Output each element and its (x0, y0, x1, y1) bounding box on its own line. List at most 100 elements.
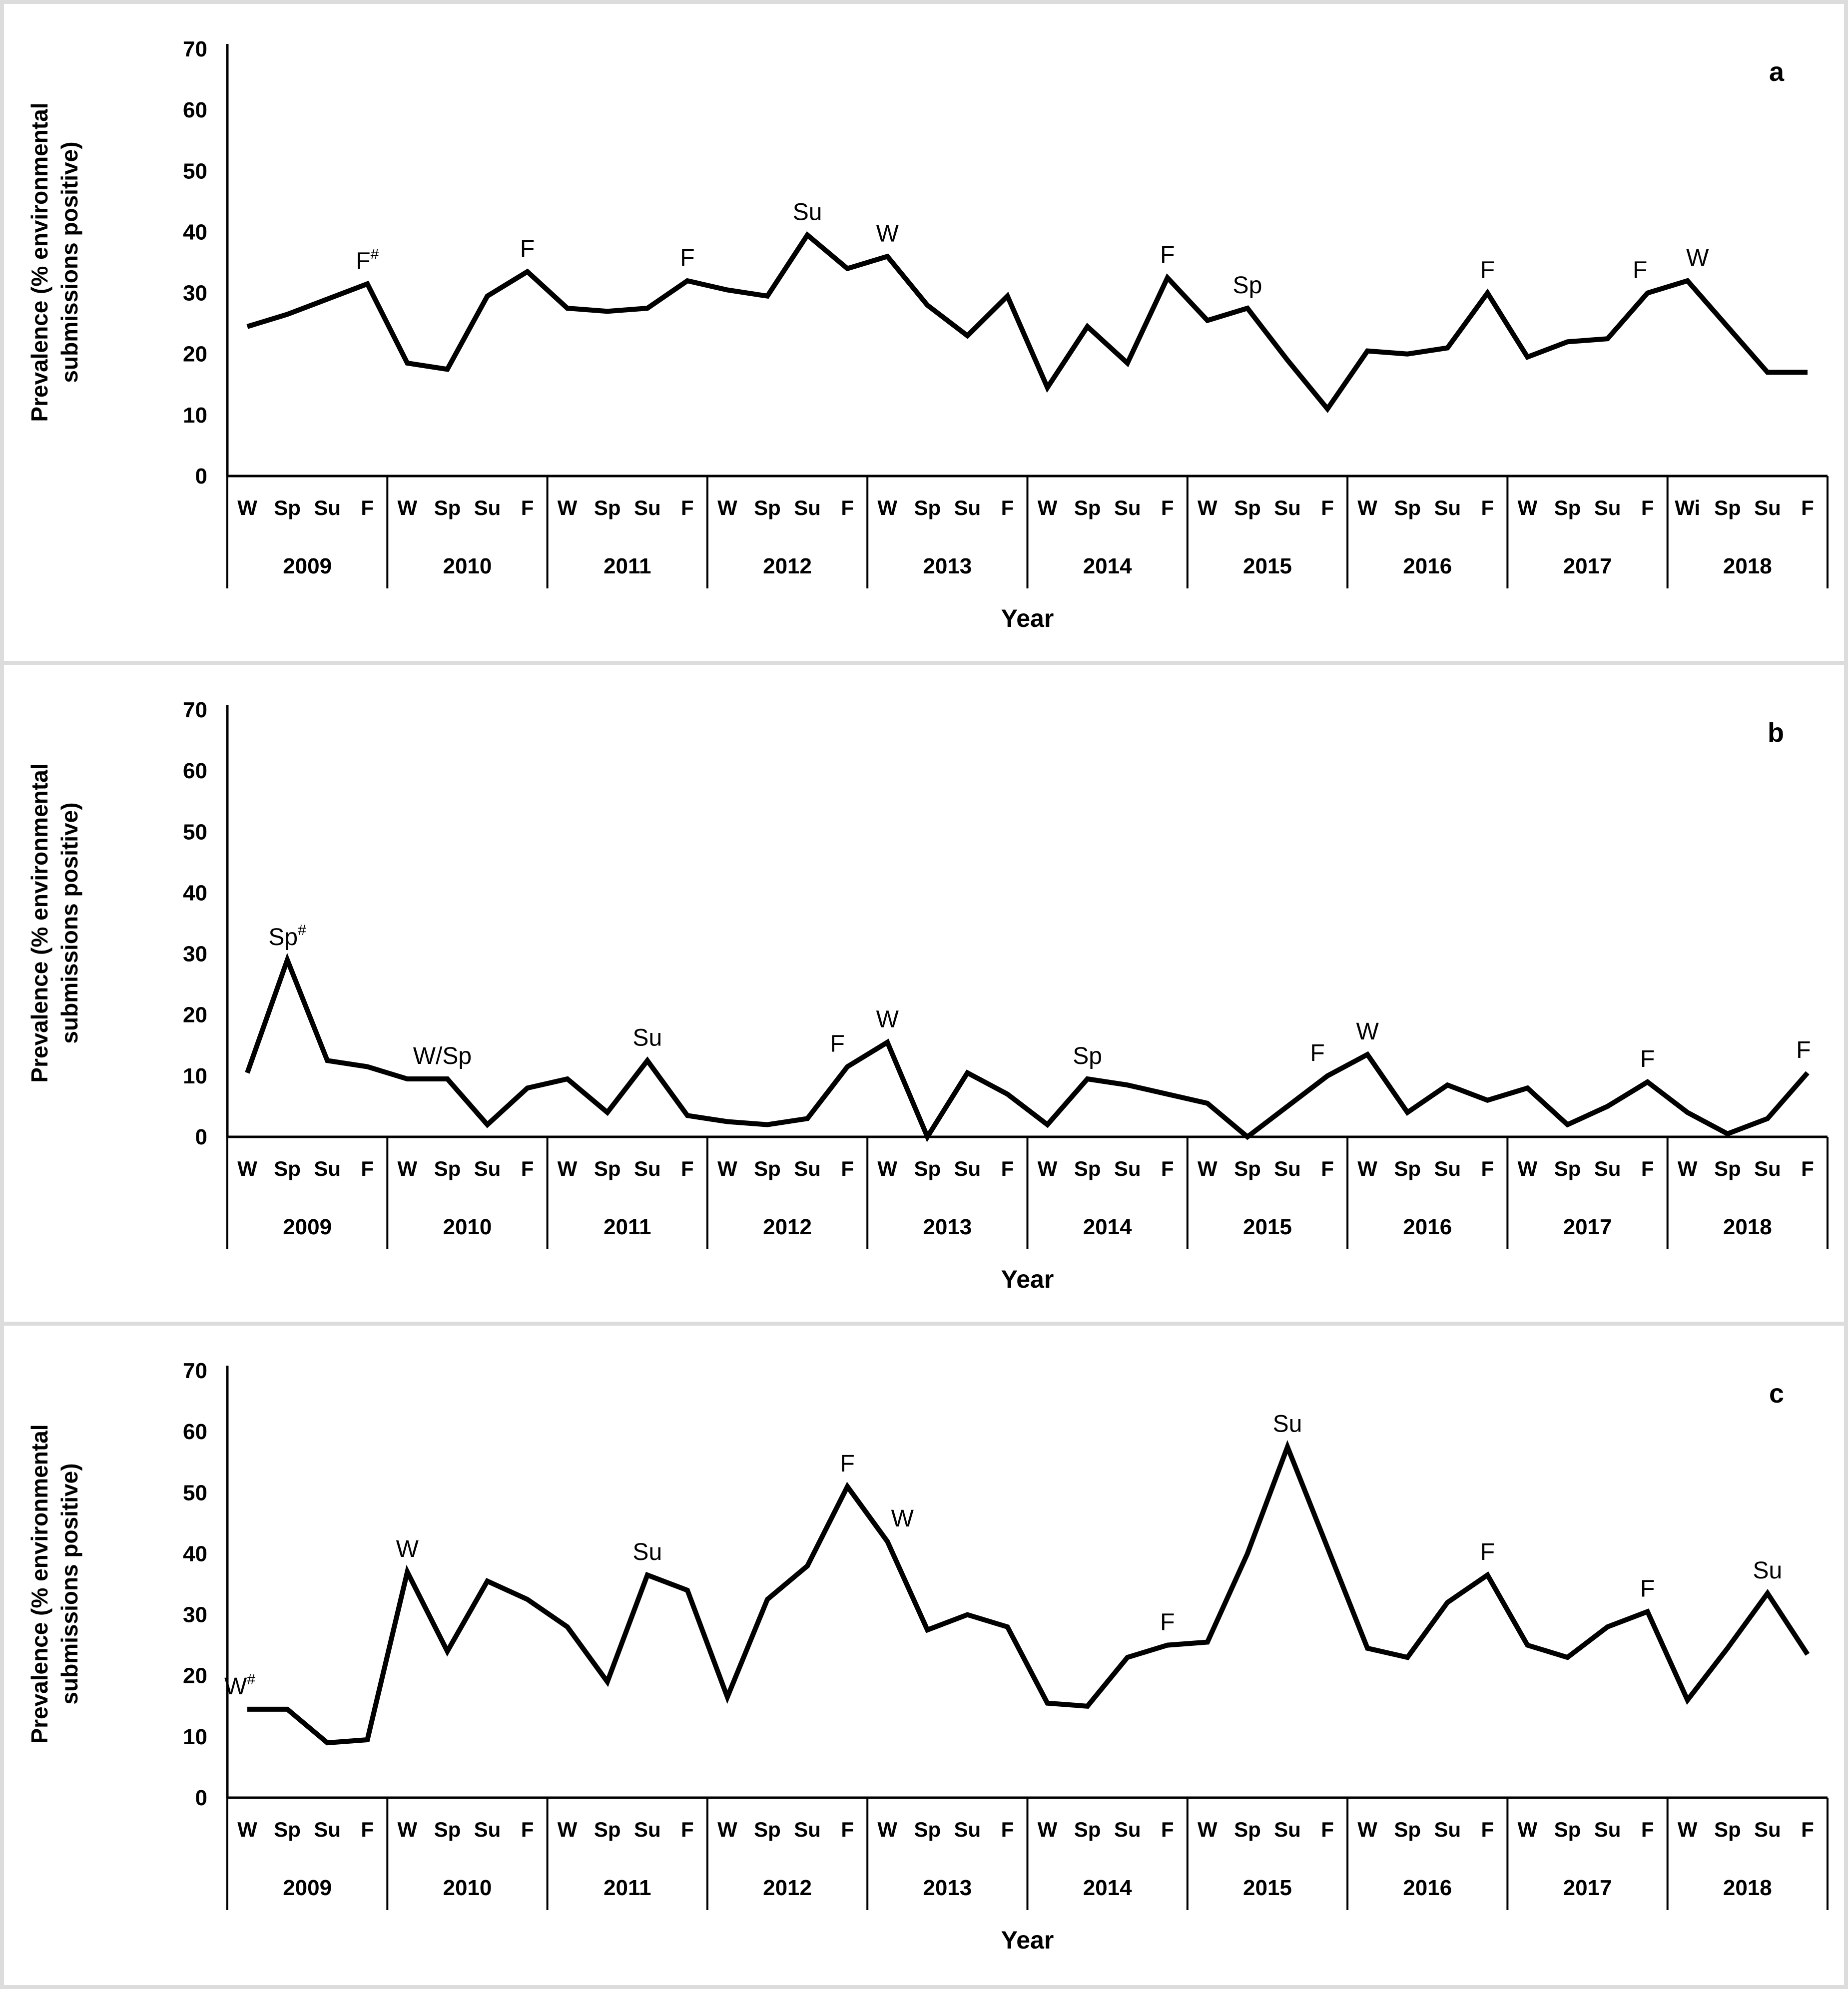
season-tick-label: F (1001, 1818, 1014, 1841)
panel-letter-c: c (1769, 1379, 1784, 1409)
data-point-label: F (1310, 1040, 1324, 1066)
season-tick-label: F (1321, 1157, 1334, 1180)
year-tick-label: 2018 (1723, 1876, 1772, 1900)
season-tick-label: W (877, 1157, 897, 1180)
data-line (246, 231, 1808, 413)
season-tick-label: F (841, 496, 854, 519)
season-tick-label: W (1038, 1818, 1058, 1841)
y-tick-label: 70 (183, 1359, 207, 1383)
season-tick-label: Wi (1675, 496, 1700, 519)
data-point-label: F (1796, 1037, 1811, 1063)
y-tick-label: 70 (183, 37, 207, 61)
season-tick-label: F (1161, 496, 1174, 519)
season-tick-label: W (237, 1818, 257, 1841)
season-tick-label: Sp (274, 1818, 301, 1841)
season-tick-label: Su (314, 496, 341, 519)
season-tick-label: F (361, 1818, 374, 1841)
season-tick-label: Su (1114, 1157, 1141, 1180)
panel-c: Prevalence (% environmental submissions … (4, 1326, 1844, 1983)
season-tick-label: F (1481, 496, 1494, 519)
data-point-label: Su (632, 1024, 662, 1051)
y-tick-label: 30 (183, 1603, 207, 1627)
season-tick-label: Sp (1554, 496, 1581, 519)
season-tick-label: Sp (1394, 1818, 1421, 1841)
season-tick-label: F (1641, 1818, 1654, 1841)
season-tick-label: Sp (1234, 1818, 1261, 1841)
season-tick-label: Su (954, 1157, 981, 1180)
season-tick-label: W (877, 1818, 897, 1841)
x-axis-title: Year (1001, 604, 1054, 632)
data-point-label: W/Sp (413, 1043, 472, 1069)
season-tick-label: W (717, 1818, 737, 1841)
season-tick-label: W (558, 1818, 578, 1841)
year-tick-label: 2014 (1083, 1876, 1132, 1900)
data-point-label: W (891, 1505, 914, 1532)
data-point-label: F (1160, 1609, 1175, 1636)
season-tick-label: Sp (754, 1157, 781, 1180)
season-tick-label: Su (1754, 496, 1781, 519)
season-tick-label: Su (1434, 496, 1461, 519)
season-tick-label: Su (314, 1157, 341, 1180)
season-tick-label: F (1481, 1818, 1494, 1841)
panel-letter-a: a (1769, 57, 1784, 87)
year-tick-label: 2012 (763, 1215, 812, 1239)
season-tick-label: Su (794, 1157, 821, 1180)
y-tick-label: 70 (183, 698, 207, 722)
year-tick-label: 2010 (443, 1215, 492, 1239)
season-tick-label: F (841, 1157, 854, 1180)
season-tick-label: Sp (754, 1818, 781, 1841)
year-tick-label: 2014 (1083, 554, 1132, 578)
y-tick-label: 40 (183, 881, 207, 905)
season-tick-label: F (1801, 1818, 1814, 1841)
year-tick-label: 2015 (1243, 1876, 1292, 1900)
season-tick-label: W (717, 1157, 737, 1180)
season-tick-label: F (1001, 496, 1014, 519)
season-tick-label: Sp (434, 496, 461, 519)
y-tick-label: 60 (183, 1420, 207, 1444)
season-tick-label: Sp (274, 496, 301, 519)
data-point-label: F (1160, 242, 1175, 268)
season-tick-label: Su (954, 1818, 981, 1841)
year-tick-label: 2012 (763, 554, 812, 578)
season-tick-label: Su (794, 496, 821, 519)
data-point-label: F (1640, 1575, 1655, 1602)
season-tick-label: Sp (1714, 1818, 1741, 1841)
season-tick-label: W (398, 1157, 418, 1180)
y-tick-label: 20 (183, 1003, 207, 1027)
data-point-label: Sp# (268, 922, 306, 951)
season-tick-label: Sp (594, 1818, 621, 1841)
season-tick-label: F (521, 1818, 534, 1841)
season-tick-label: F (1641, 496, 1654, 519)
season-tick-label: W (1198, 1157, 1218, 1180)
y-tick-label: 20 (183, 1664, 207, 1688)
season-tick-label: W (1198, 496, 1218, 519)
season-tick-label: F (1641, 1157, 1654, 1180)
y-tick-label: 30 (183, 942, 207, 967)
season-tick-label: F (681, 496, 694, 519)
data-point-label: F (1480, 257, 1495, 284)
data-point-label: F (520, 236, 535, 262)
y-tick-label: 30 (183, 281, 207, 306)
y-tick-label: 0 (195, 464, 207, 489)
season-tick-label: W (1518, 1157, 1538, 1180)
season-tick-label: Sp (434, 1818, 461, 1841)
season-tick-label: Su (954, 496, 981, 519)
season-tick-label: Sp (1554, 1157, 1581, 1180)
season-tick-label: F (361, 496, 374, 519)
season-tick-label: W (1038, 1157, 1058, 1180)
season-tick-label: F (521, 496, 534, 519)
year-tick-label: 2010 (443, 1876, 492, 1900)
data-line (247, 1440, 1810, 1746)
data-point-label: W (876, 220, 899, 247)
season-tick-label: F (1161, 1157, 1174, 1180)
season-tick-label: Sp (1554, 1818, 1581, 1841)
panel-b: Prevalence (% environmental submissions … (4, 665, 1844, 1322)
season-tick-label: Su (1434, 1157, 1461, 1180)
season-tick-label: W (558, 496, 578, 519)
data-point-label: Sp (1233, 272, 1262, 299)
year-tick-label: 2013 (923, 554, 972, 578)
data-point-label: F (680, 245, 694, 271)
year-tick-label: 2015 (1243, 1215, 1292, 1239)
